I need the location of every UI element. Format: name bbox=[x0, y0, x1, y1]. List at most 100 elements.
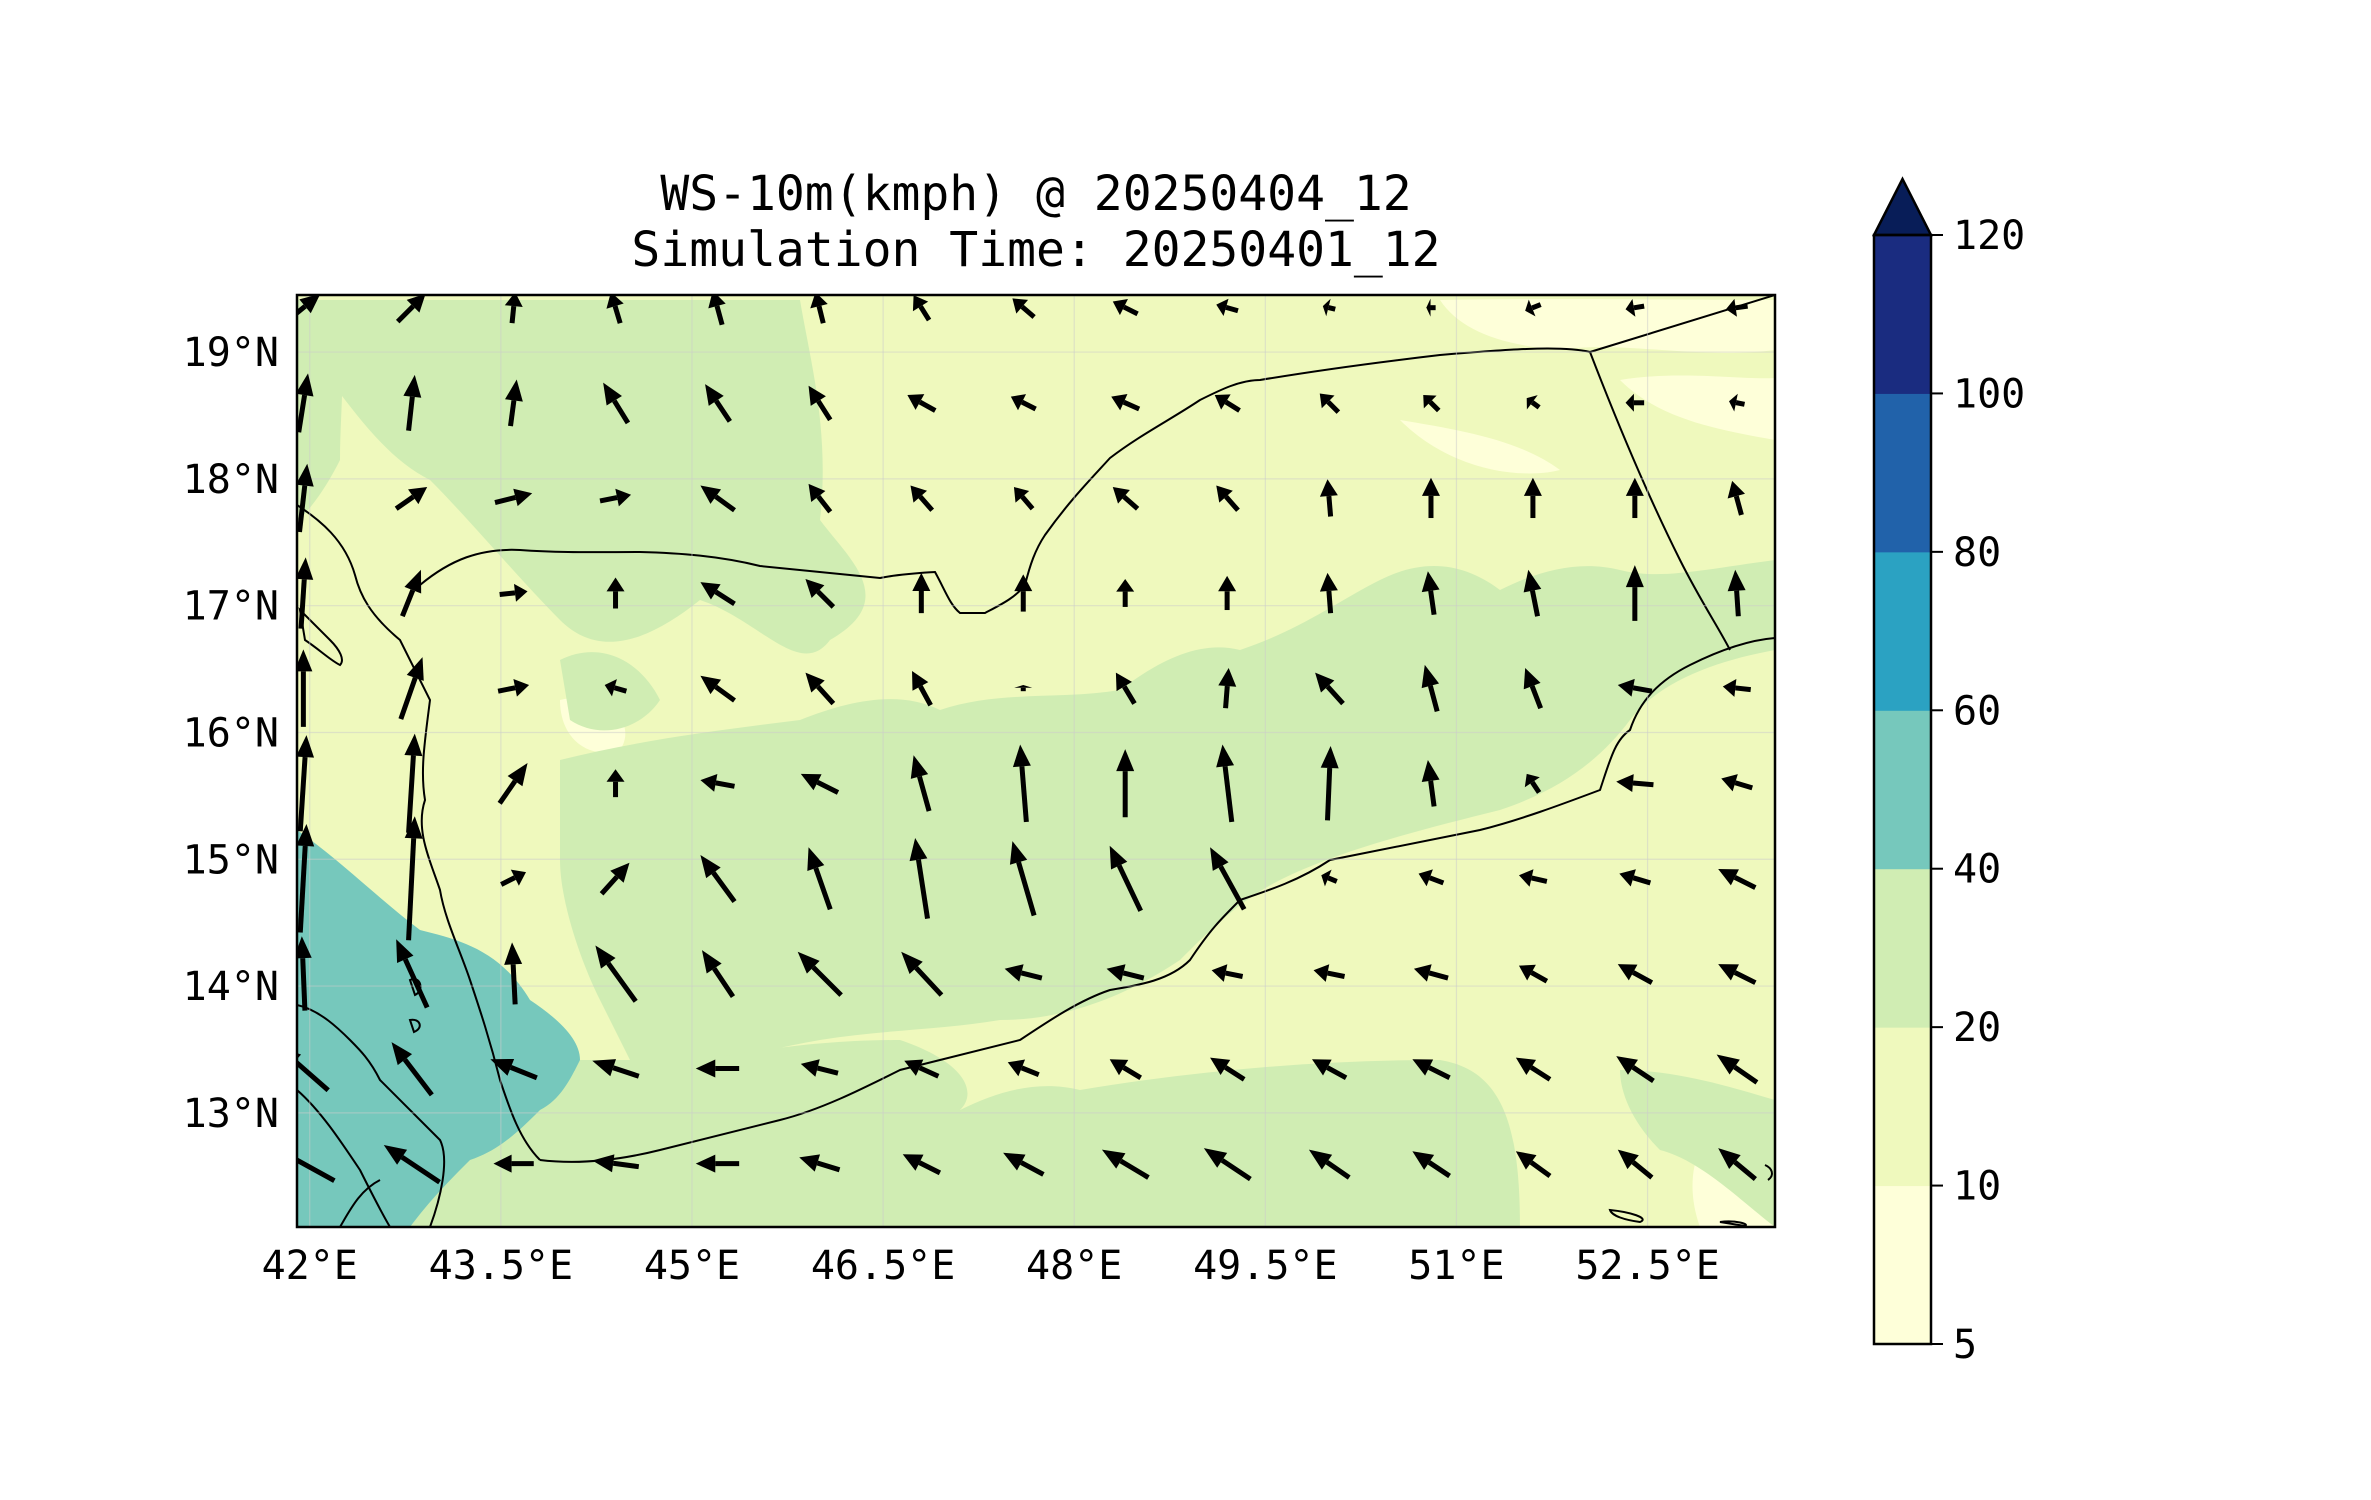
wind-vector bbox=[394, 487, 428, 511]
lat-tick-label-3: 16°N bbox=[183, 710, 279, 756]
wind-vector bbox=[1617, 678, 1653, 697]
wind-vector bbox=[1003, 1152, 1045, 1177]
colorbar-tick-label-1: 10 bbox=[1953, 1164, 2001, 1210]
wind-vector bbox=[497, 678, 530, 697]
wind-vector bbox=[1413, 964, 1449, 982]
wind-vector bbox=[1218, 667, 1237, 709]
wind-vector bbox=[297, 557, 314, 629]
wind-vector bbox=[800, 1059, 839, 1077]
wind-vector bbox=[1421, 477, 1440, 519]
lat-tick-label-4: 15°N bbox=[183, 837, 279, 883]
wind-vector bbox=[297, 463, 314, 533]
wind-vector bbox=[1721, 774, 1753, 792]
wind-vector bbox=[805, 579, 836, 609]
wind-vector bbox=[1515, 1057, 1552, 1082]
colorbar-segment-4 bbox=[1874, 551, 1931, 711]
wind-vector bbox=[1727, 569, 1746, 617]
lat-tick-label-5: 14°N bbox=[183, 964, 279, 1010]
colorbar-segment-6 bbox=[1874, 235, 1931, 394]
wind-vector bbox=[797, 951, 843, 997]
wind-vector bbox=[1518, 964, 1549, 984]
wind-vector bbox=[1210, 1057, 1246, 1082]
lon-tick-label-3: 46.5°E bbox=[811, 1243, 956, 1289]
wind-vector bbox=[1013, 487, 1035, 511]
wind-vector bbox=[1423, 395, 1441, 413]
wind-vector bbox=[1319, 393, 1341, 414]
wind-vector bbox=[1211, 964, 1244, 982]
lon-tick-label-4: 48°E bbox=[1026, 1243, 1122, 1289]
wind-vector bbox=[808, 483, 833, 514]
colorbar-tick-label-7: 120 bbox=[1953, 213, 2025, 259]
wind-vector bbox=[606, 577, 625, 609]
wind-vector bbox=[1313, 964, 1346, 982]
wind-vector bbox=[1216, 298, 1239, 317]
wind-vector bbox=[912, 572, 931, 614]
wind-vector bbox=[807, 847, 833, 911]
wind-vector bbox=[1203, 1148, 1252, 1182]
wind-vector bbox=[297, 649, 313, 727]
wind-vector bbox=[297, 824, 315, 933]
map-frame bbox=[295, 293, 1777, 1229]
wind-vector bbox=[1421, 571, 1440, 616]
wind-vector bbox=[297, 373, 314, 433]
wind-vector bbox=[1321, 869, 1338, 887]
wind-vector bbox=[1315, 672, 1345, 706]
lat-tick-label-1: 18°N bbox=[183, 457, 279, 503]
colorbar-extend-arrow bbox=[1871, 176, 1934, 237]
wind-vector bbox=[901, 951, 944, 997]
colorbar-segment-0 bbox=[1874, 1185, 1931, 1345]
lat-tick-label-0: 19°N bbox=[183, 330, 279, 376]
wind-vector bbox=[1421, 664, 1440, 712]
wind-vector bbox=[1426, 298, 1436, 317]
wind-vector bbox=[1308, 1149, 1351, 1180]
colorbar-tick-label-4: 60 bbox=[1953, 688, 2001, 734]
wind-vector bbox=[403, 374, 422, 431]
wind-vector bbox=[1617, 964, 1654, 985]
longitude-tick-labels: 42°E 43.5°E 45°E 46.5°E 48°E 49.5°E 51°E 52.5°E bbox=[262, 1243, 1720, 1289]
wind-vector bbox=[1625, 298, 1645, 317]
wind-vector bbox=[695, 1154, 740, 1173]
wind-vector bbox=[1004, 964, 1043, 982]
wind-vector bbox=[1109, 1059, 1142, 1080]
wind-vector bbox=[708, 295, 726, 326]
coastlines-borders bbox=[297, 295, 1775, 1227]
colorbar-tick-label-6: 100 bbox=[1953, 371, 2025, 417]
wind-vector bbox=[1319, 479, 1338, 517]
wind-vector bbox=[1418, 869, 1445, 887]
wind-vector bbox=[1319, 572, 1338, 614]
wind-vector bbox=[400, 569, 422, 618]
wind-vector bbox=[606, 295, 624, 324]
wind-vector bbox=[700, 485, 736, 513]
wind-vector bbox=[599, 862, 630, 896]
wind-vector bbox=[1617, 1149, 1654, 1180]
wind-vectors bbox=[297, 295, 1759, 1185]
wind-vector bbox=[1312, 1059, 1348, 1080]
wind-vector bbox=[1722, 678, 1752, 697]
lat-tick-label-6: 13°N bbox=[183, 1091, 279, 1137]
wind-vector bbox=[1523, 477, 1542, 519]
lon-tick-label-6: 51°E bbox=[1408, 1243, 1504, 1289]
wind-vector bbox=[1718, 964, 1757, 985]
wind-vector bbox=[1727, 480, 1745, 516]
colorbar-frame bbox=[1872, 233, 1933, 1346]
wind-vector bbox=[1625, 565, 1644, 621]
wind-vector bbox=[1115, 672, 1137, 705]
gridlines bbox=[297, 295, 1775, 1227]
wind-vector bbox=[1216, 744, 1235, 823]
wind-vector bbox=[1523, 667, 1543, 710]
wind-vector bbox=[494, 488, 533, 507]
wind-vector bbox=[1625, 393, 1645, 412]
wind-vector bbox=[404, 733, 423, 833]
wind-vector bbox=[592, 1059, 640, 1079]
wind-vector bbox=[1014, 574, 1033, 612]
wind-vector bbox=[504, 295, 523, 324]
wind-vector bbox=[799, 1154, 841, 1173]
wind-vector bbox=[1012, 744, 1031, 823]
wind-vector bbox=[700, 582, 736, 606]
wind-vector bbox=[404, 816, 423, 941]
wind-vector bbox=[1525, 299, 1542, 317]
wind-vector bbox=[499, 583, 528, 602]
wind-vector bbox=[1616, 774, 1654, 793]
wind-vector bbox=[395, 295, 426, 324]
